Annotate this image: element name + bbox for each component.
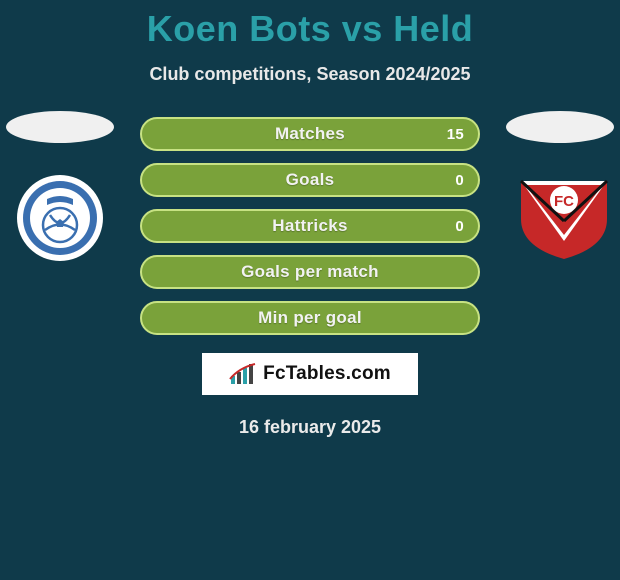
date-text: 16 february 2025 xyxy=(0,417,620,438)
branding-box: FcTables.com xyxy=(202,353,418,395)
stat-pill: Goals 0 xyxy=(140,163,480,197)
stat-pill: Goals per match xyxy=(140,255,480,289)
stat-pill: Matches 15 xyxy=(140,117,480,151)
stat-label: Goals xyxy=(286,170,335,190)
stat-value-right: 15 xyxy=(447,119,464,149)
branding-text: FcTables.com xyxy=(263,363,391,385)
stat-pill: Hattricks 0 xyxy=(140,209,480,243)
stat-value-right: 0 xyxy=(455,165,464,195)
player-right-avatar-placeholder xyxy=(506,111,614,143)
subtitle: Club competitions, Season 2024/2025 xyxy=(0,64,620,85)
player-right-slot: FC xyxy=(506,111,614,261)
fc-utrecht-badge-icon: FC xyxy=(517,175,611,261)
stat-pill: Min per goal xyxy=(140,301,480,335)
svg-text:FC: FC xyxy=(554,193,574,210)
stat-label: Hattricks xyxy=(272,216,347,236)
stat-label: Matches xyxy=(275,124,345,144)
fc-eindhoven-badge-icon xyxy=(17,175,103,261)
bar-chart-icon xyxy=(229,362,257,386)
club-badge-left xyxy=(17,175,103,261)
stat-value-right: 0 xyxy=(455,211,464,241)
stat-label: Goals per match xyxy=(241,262,379,282)
page-title: Koen Bots vs Held xyxy=(0,0,620,50)
stats-list: Matches 15 Goals 0 Hattricks 0 Goals per match… xyxy=(140,117,480,335)
comparison-panel: FC Matches 15 Goals 0 Hattricks 0 Goals per ma… xyxy=(0,117,620,335)
player-left-slot xyxy=(6,111,114,261)
club-badge-right: FC xyxy=(517,175,603,261)
player-left-avatar-placeholder xyxy=(6,111,114,143)
stat-label: Min per goal xyxy=(258,308,362,328)
